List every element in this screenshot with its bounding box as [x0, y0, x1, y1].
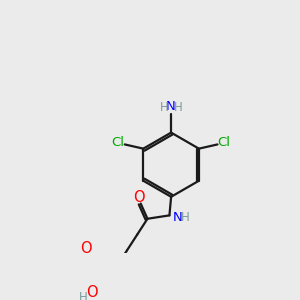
Text: Cl: Cl [218, 136, 231, 149]
Text: N: N [173, 211, 183, 224]
Text: N: N [166, 100, 176, 113]
Text: H: H [173, 101, 182, 114]
Text: O: O [133, 190, 145, 205]
Text: O: O [80, 241, 92, 256]
Text: O: O [86, 285, 97, 300]
Text: Cl: Cl [112, 136, 124, 149]
Text: H: H [79, 291, 87, 300]
Text: H: H [181, 211, 190, 224]
Text: H: H [160, 101, 169, 114]
